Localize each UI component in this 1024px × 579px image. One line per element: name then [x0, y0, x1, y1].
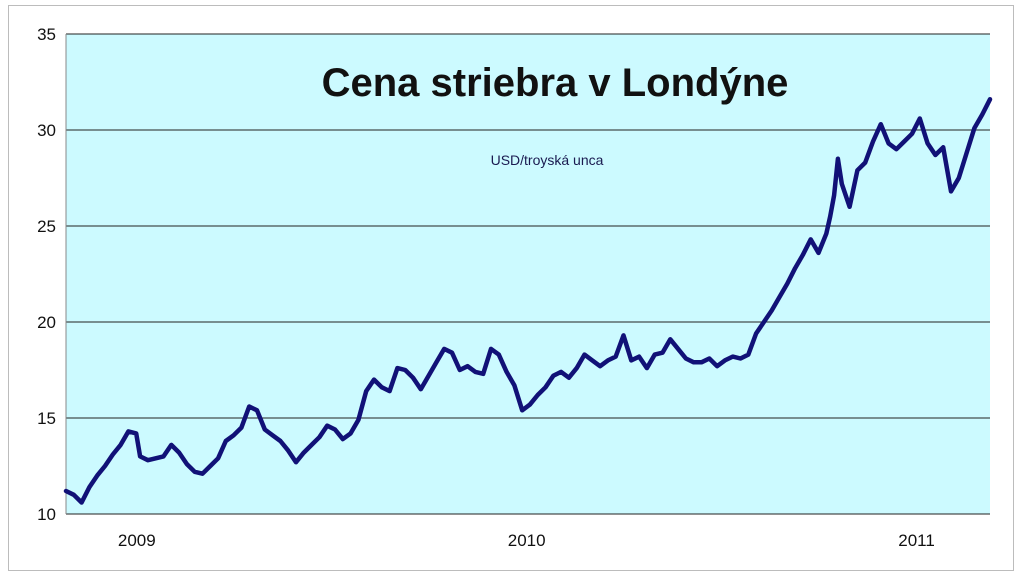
x-axis-ticks: 2009 2010 2011 — [118, 531, 935, 550]
x-tick-label: 2010 — [508, 531, 546, 550]
series-line-silver-price — [63, 97, 993, 505]
gridlines — [65, 33, 990, 515]
plot-area — [66, 34, 990, 514]
y-tick-label: 35 — [37, 25, 56, 44]
y-tick-label: 20 — [37, 313, 56, 332]
y-axis-ticks: 10 15 20 25 30 35 — [37, 25, 56, 524]
y-tick-label: 10 — [37, 505, 56, 524]
x-tick-label: 2011 — [898, 531, 935, 550]
chart-subtitle: USD/troyská unca — [491, 152, 604, 168]
x-tick-label: 2009 — [118, 531, 156, 550]
chart-title: Cena striebra v Londýne — [322, 61, 789, 105]
y-tick-label: 15 — [37, 409, 56, 428]
y-tick-label: 30 — [37, 121, 56, 140]
y-tick-label: 25 — [37, 217, 56, 236]
